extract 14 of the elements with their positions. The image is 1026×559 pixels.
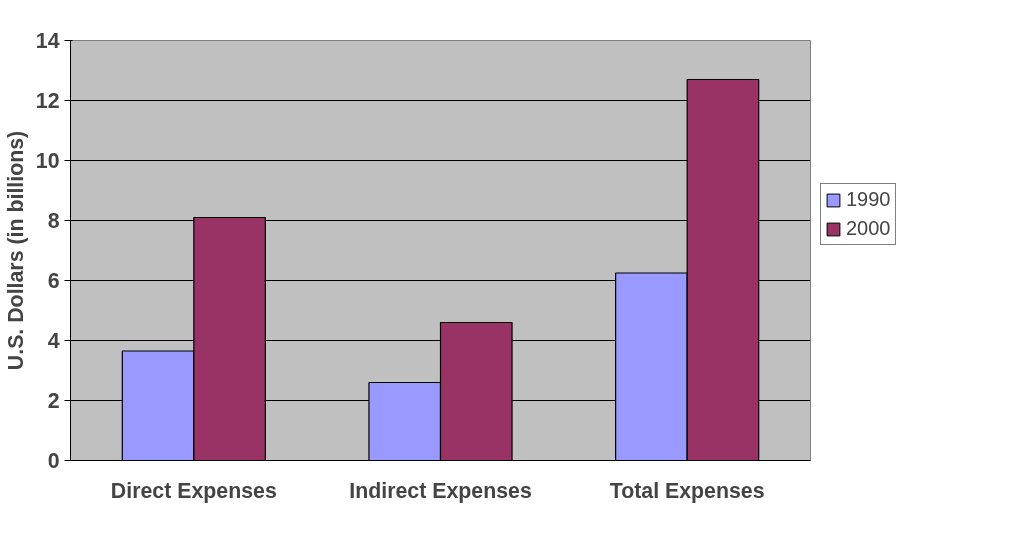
y-tick-label: 2 [47, 389, 60, 413]
y-tick-label: 8 [47, 209, 60, 233]
y-tick-label: 0 [47, 449, 60, 473]
x-tick-label: Indirect Expenses [349, 478, 532, 503]
y-tick-label: 14 [35, 29, 60, 53]
y-axis-title: U.S. Dollars (in billions) [3, 130, 28, 371]
y-tick-label: 6 [47, 269, 60, 293]
x-tick-label: Total Expenses [609, 478, 765, 503]
x-tick-label: Direct Expenses [110, 478, 277, 503]
y-tick-label: 12 [35, 89, 60, 113]
legend-label: 1990 [846, 188, 891, 211]
y-tick-label: 4 [47, 329, 60, 353]
y-tick-label: 10 [35, 149, 60, 173]
legend-label: 2000 [846, 217, 891, 240]
